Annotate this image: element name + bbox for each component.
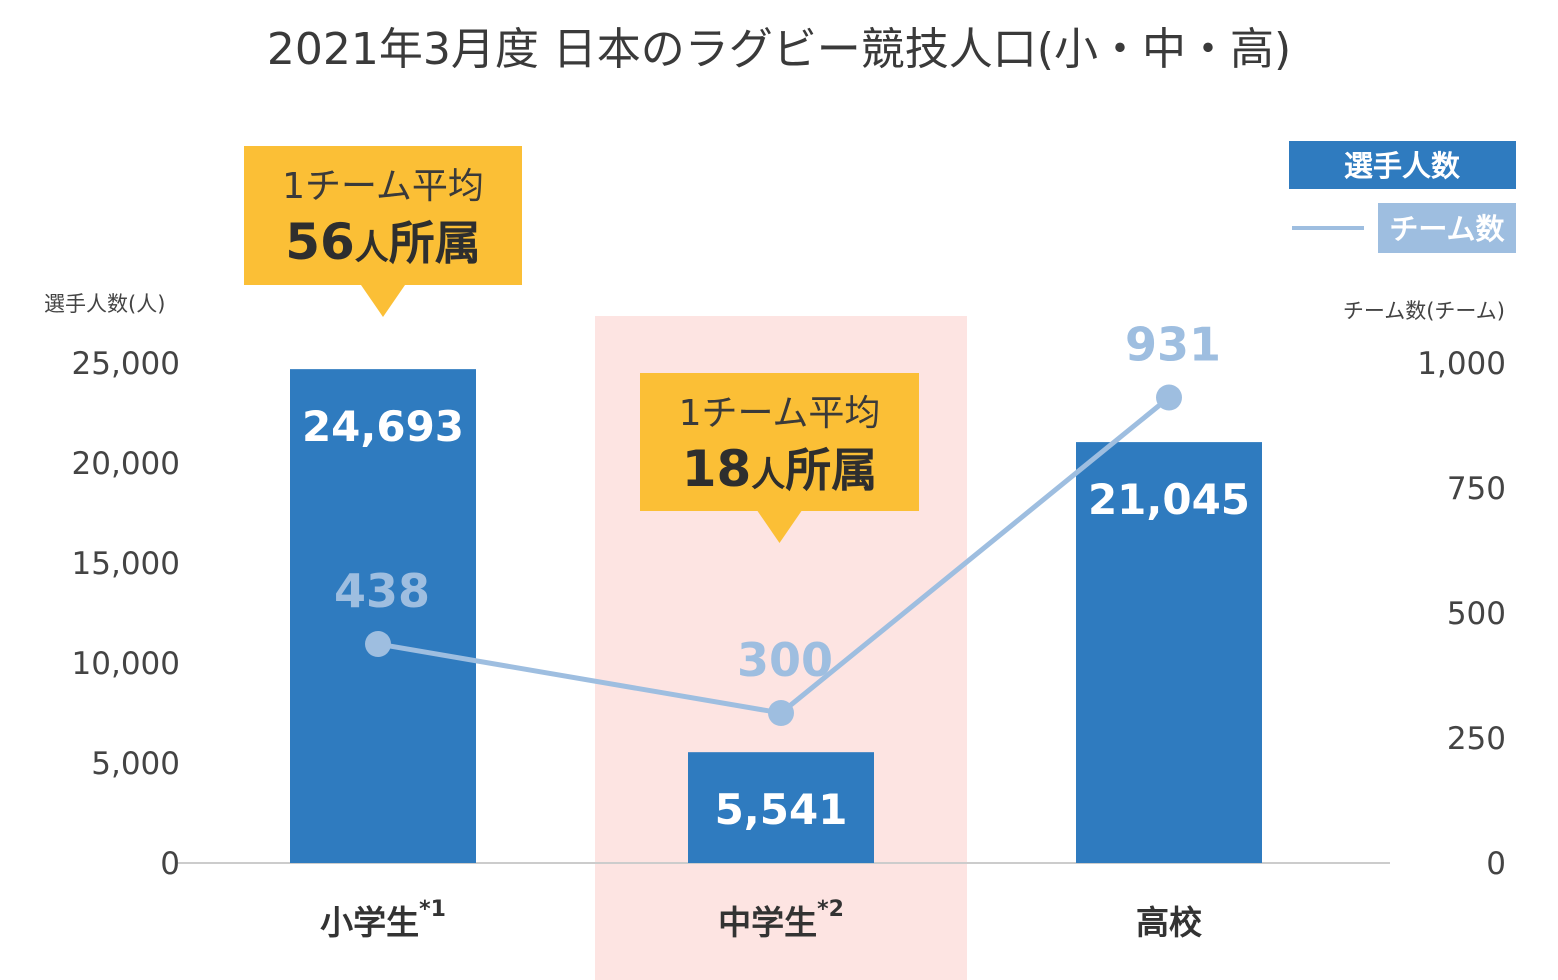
legend-line-swatch [1378, 203, 1516, 253]
legend-bar-swatch [1289, 141, 1516, 189]
line-point [768, 700, 794, 726]
category-label: 高校 [1136, 903, 1202, 942]
bar-labels: 24,693 5,541 21,045 [302, 402, 1250, 834]
left-tick-label: 5,000 [91, 746, 180, 782]
left-tick-label: 15,000 [72, 546, 180, 582]
right-tick-label: 0 [1486, 846, 1506, 882]
bar-value-label: 5,541 [715, 785, 848, 834]
bar-value-label: 21,045 [1088, 475, 1250, 524]
left-axis-ticks: 0 5,000 10,000 15,000 20,000 25,000 [72, 346, 180, 882]
callouts: 1チーム平均 56人所属 1チーム平均 18人所属 [244, 146, 919, 543]
callout-line1: 1チーム平均 [679, 393, 881, 434]
callout-pointer [361, 285, 405, 317]
bar-series [290, 369, 1262, 863]
line-point [365, 631, 391, 657]
callout-line1: 1チーム平均 [282, 166, 484, 207]
right-tick-label: 1,000 [1417, 346, 1506, 382]
bar [1076, 442, 1262, 863]
category-labels: 小学生*1 中学生*2 高校 [320, 897, 1202, 942]
line-value-label: 438 [334, 564, 430, 618]
callout-box [640, 373, 919, 511]
left-tick-label: 25,000 [72, 346, 180, 382]
right-tick-label: 750 [1447, 471, 1506, 507]
right-axis-ticks: 0 250 500 750 1,000 [1417, 346, 1506, 882]
legend: 選手人数 チーム数 [1289, 141, 1516, 253]
right-axis-title: チーム数(チーム) [1343, 299, 1505, 323]
left-tick-label: 10,000 [72, 646, 180, 682]
line-value-label: 300 [737, 633, 833, 687]
callout-box [244, 146, 522, 285]
bar [688, 752, 874, 863]
left-axis-title: 選手人数(人) [44, 292, 165, 316]
chart-title: 2021年3月度 日本のラグビー競技人口(小・中・高) [267, 24, 1291, 75]
callout-line2: 18人所属 [682, 440, 878, 498]
line-point [1156, 384, 1182, 411]
line-series: 438 300 931 [334, 318, 1221, 726]
bar-value-label: 24,693 [302, 402, 464, 451]
left-tick-label: 0 [160, 846, 180, 882]
right-tick-label: 250 [1447, 721, 1506, 757]
category-label: 小学生*1 [320, 897, 446, 942]
line-value-label: 931 [1125, 318, 1221, 372]
legend-line-label: チーム数 [1389, 212, 1505, 246]
left-tick-label: 20,000 [72, 446, 180, 482]
callout-line2: 56人所属 [285, 213, 481, 271]
legend-bar-label: 選手人数 [1344, 149, 1461, 183]
callout: 1チーム平均 18人所属 [640, 373, 919, 543]
callout-pointer [757, 511, 802, 543]
right-tick-label: 500 [1447, 596, 1506, 632]
callout: 1チーム平均 56人所属 [244, 146, 522, 317]
category-label: 中学生*2 [718, 897, 844, 942]
bar [290, 369, 476, 863]
